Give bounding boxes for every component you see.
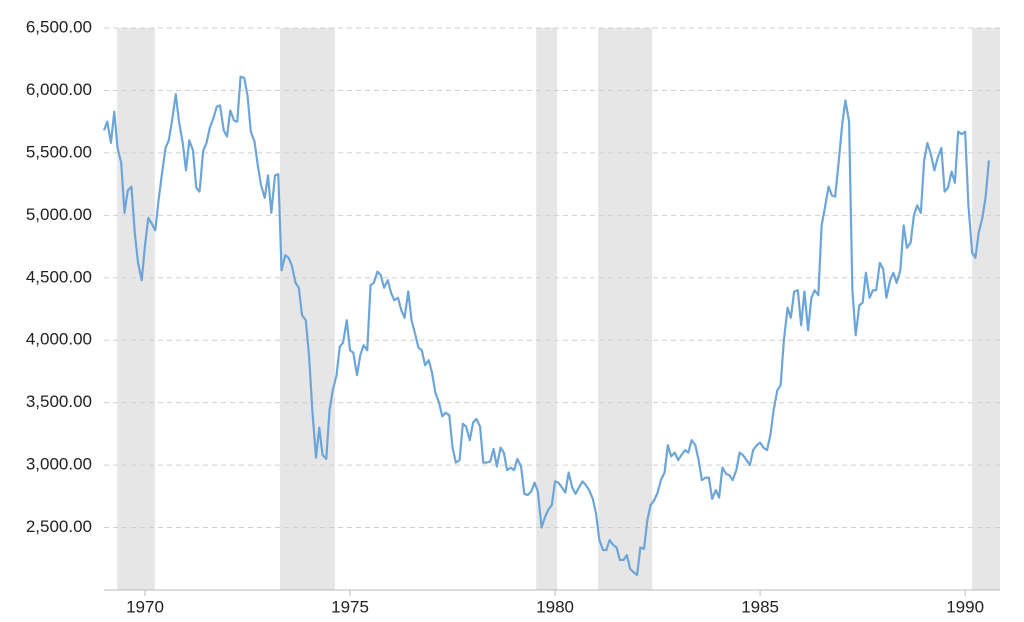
y-tick-label: 4,000.00 <box>26 330 92 349</box>
recession-band <box>536 28 558 590</box>
y-tick-label: 3,000.00 <box>26 455 92 474</box>
x-tick-label: 1975 <box>331 597 369 616</box>
x-tick-label: 1990 <box>946 597 984 616</box>
x-tick-label: 1970 <box>126 597 164 616</box>
x-tick-label: 1980 <box>536 597 574 616</box>
y-tick-label: 5,000.00 <box>26 205 92 224</box>
y-tick-label: 4,500.00 <box>26 267 92 286</box>
x-tick-label: 1985 <box>741 597 779 616</box>
recession-band <box>279 28 335 590</box>
y-tick-label: 6,000.00 <box>26 80 92 99</box>
price-line <box>102 75 991 577</box>
y-tick-label: 3,500.00 <box>26 392 92 411</box>
y-tick-label: 6,500.00 <box>26 17 92 36</box>
recession-band <box>972 28 1000 590</box>
y-tick-label: 2,500.00 <box>26 517 92 536</box>
recession-band <box>598 28 653 590</box>
recession-band <box>117 28 155 590</box>
y-tick-label: 5,500.00 <box>26 142 92 161</box>
